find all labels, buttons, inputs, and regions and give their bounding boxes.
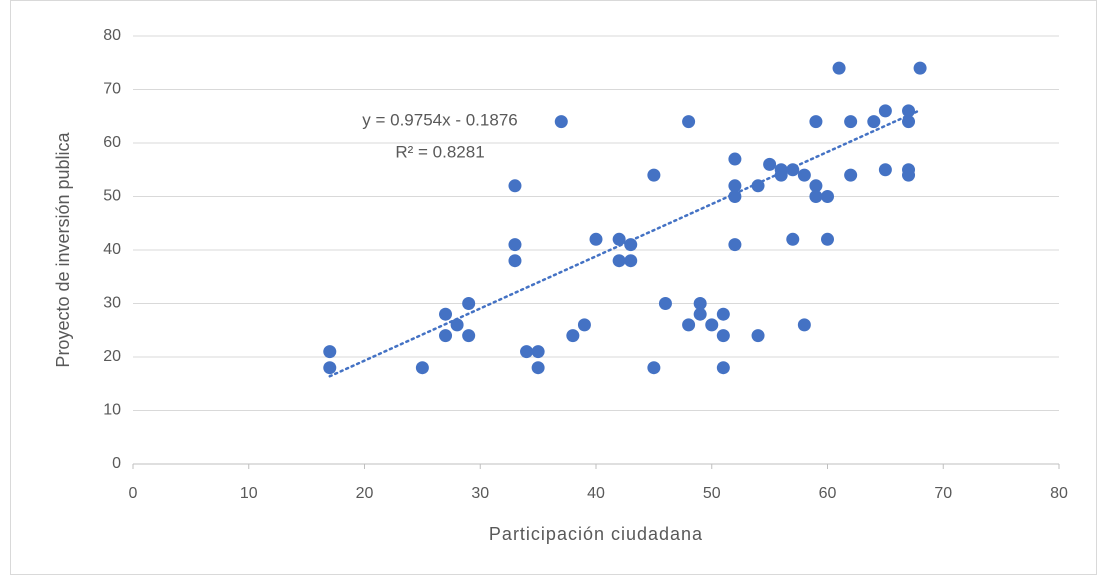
x-tick-label: 70 — [934, 485, 952, 502]
point — [323, 345, 337, 359]
point — [763, 157, 777, 171]
point — [867, 115, 881, 129]
point — [658, 297, 672, 310]
point — [682, 115, 696, 129]
point — [693, 307, 707, 321]
point — [508, 254, 522, 268]
point — [728, 238, 742, 252]
point — [728, 152, 742, 166]
x-tick-label: 20 — [356, 485, 374, 502]
point — [624, 254, 638, 268]
point — [531, 361, 545, 375]
point — [612, 254, 626, 268]
point — [751, 329, 765, 343]
y-tick-label: 10 — [103, 402, 121, 419]
y-tick-label: 20 — [103, 348, 121, 365]
point — [508, 238, 522, 252]
point — [902, 115, 916, 129]
x-tick-label: 0 — [129, 485, 138, 502]
y-tick-label: 60 — [103, 134, 121, 151]
trendline-equation: y = 0.9754x - 0.1876 — [362, 110, 517, 129]
point — [716, 361, 730, 375]
point — [913, 61, 927, 75]
chart-frame — [10, 0, 1097, 575]
point — [439, 307, 453, 321]
y-tick-label: 0 — [112, 455, 121, 472]
y-axis-label: Proyecto de inversión publica — [53, 131, 73, 367]
y-tick-label: 80 — [103, 27, 121, 44]
point — [809, 190, 823, 203]
point — [878, 163, 892, 177]
point — [462, 329, 476, 343]
point — [647, 168, 661, 182]
point — [531, 345, 545, 359]
x-tick-label: 60 — [819, 485, 837, 502]
point — [809, 115, 823, 129]
point — [809, 179, 823, 193]
point — [566, 329, 580, 343]
point — [462, 297, 476, 310]
x-tick-label: 80 — [1050, 485, 1068, 502]
point — [508, 179, 522, 193]
point — [728, 179, 742, 193]
point — [439, 329, 453, 343]
point — [832, 61, 846, 75]
point — [902, 104, 916, 118]
point — [821, 232, 834, 246]
y-tick-label: 40 — [103, 241, 121, 258]
point — [797, 168, 811, 182]
point — [786, 232, 800, 246]
point — [821, 190, 834, 203]
point — [450, 318, 464, 332]
point — [554, 115, 568, 129]
y-tick-label: 30 — [103, 295, 121, 312]
point — [774, 168, 788, 182]
y-tick-label: 50 — [103, 188, 121, 205]
x-tick-label: 10 — [240, 485, 258, 502]
trendline-r2: R² = 0.8281 — [395, 142, 484, 161]
point — [716, 307, 730, 321]
point — [786, 163, 800, 177]
y-tick-label: 70 — [103, 81, 121, 98]
x-tick-label: 50 — [703, 485, 721, 502]
x-tick-label: 30 — [471, 485, 489, 502]
point — [705, 318, 719, 332]
point — [751, 179, 765, 193]
x-axis-label: Participación ciudadana — [489, 524, 703, 544]
point — [589, 232, 603, 246]
point — [682, 318, 696, 332]
point — [624, 238, 638, 252]
point — [647, 361, 661, 375]
x-tick-label: 40 — [587, 485, 605, 502]
point — [728, 190, 742, 203]
point — [844, 168, 858, 182]
point — [693, 297, 707, 310]
point — [323, 361, 337, 375]
point — [902, 168, 916, 182]
point — [520, 345, 534, 359]
point — [716, 329, 730, 343]
point — [415, 361, 429, 375]
point — [577, 318, 591, 332]
point — [612, 232, 626, 246]
point — [844, 115, 858, 129]
point — [878, 104, 892, 118]
point — [797, 318, 811, 332]
